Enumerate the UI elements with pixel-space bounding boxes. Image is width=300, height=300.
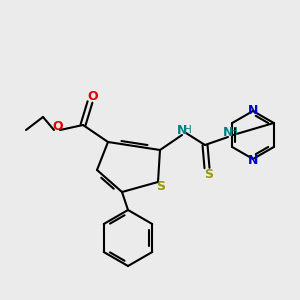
Text: N: N <box>223 125 233 139</box>
Text: H: H <box>184 125 192 135</box>
Text: N: N <box>248 154 258 166</box>
Text: O: O <box>88 91 98 103</box>
Text: S: S <box>205 167 214 181</box>
Text: S: S <box>157 181 166 194</box>
Text: O: O <box>53 121 63 134</box>
Text: N: N <box>177 124 187 136</box>
Text: H: H <box>230 127 238 137</box>
Text: N: N <box>248 103 258 116</box>
